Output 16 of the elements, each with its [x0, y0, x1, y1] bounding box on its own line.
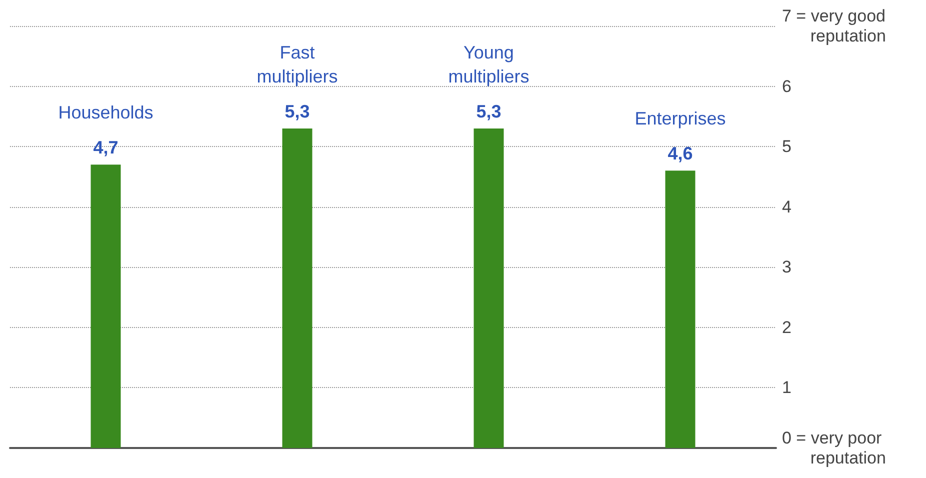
x-tick-label: Fast multipliers [256, 42, 338, 86]
y-tick-label: 7 = very good reputation [782, 6, 886, 46]
y-tick-label: 4 [782, 197, 792, 216]
x-tick-label: Enterprises [634, 108, 726, 129]
y-tick-label: 5 [782, 137, 792, 156]
data-label: 5,3 [476, 101, 502, 122]
y-tick-label: 0 = very poor reputation [782, 428, 886, 468]
data-label: 4,6 [668, 144, 693, 164]
y-tick-label: 1 [782, 378, 792, 398]
y-tick-label: 2 [782, 318, 792, 337]
y-tick-label: 6 [782, 76, 792, 96]
data-label: 4,7 [93, 138, 118, 158]
y-tick-label: 3 [782, 258, 792, 277]
data-label: 5,3 [284, 101, 310, 122]
x-tick-label: Households [58, 102, 154, 123]
x-tick-label: Young multipliers [448, 42, 530, 86]
